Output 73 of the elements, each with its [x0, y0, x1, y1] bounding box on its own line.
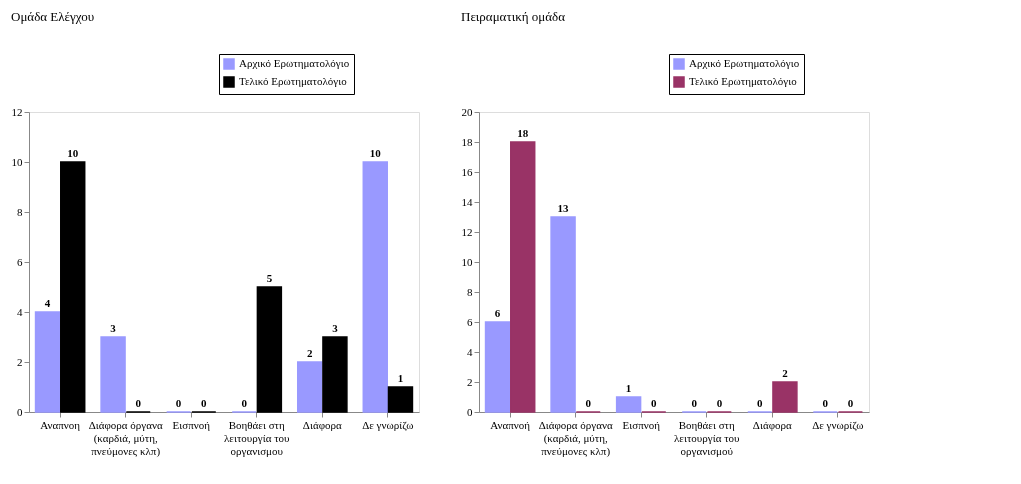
- legend-label: Τελικό Ερωτηματολόγιο: [239, 75, 348, 87]
- legend-label: Αρχικό Ερωτηματολόγιο: [689, 57, 800, 69]
- x-tick-label: Δε γνωρίζω: [362, 418, 414, 432]
- y-tick-label: 20: [461, 105, 473, 118]
- data-label: 0: [241, 397, 248, 409]
- data-label: 1: [625, 382, 632, 394]
- x-tick-label: Αναπνοη: [40, 418, 81, 431]
- data-label: 3: [110, 322, 117, 334]
- bar: [256, 286, 283, 413]
- data-label: 0: [585, 397, 592, 409]
- x-tick-label: Βοηθάει στη λειτουργία του οργανισμου: [224, 418, 291, 457]
- x-tick-label: Διάφορα: [302, 418, 342, 431]
- y-tick-label: 14: [461, 195, 473, 208]
- y-tick-label: 2: [467, 375, 473, 388]
- y-tick-label: 4: [467, 345, 473, 358]
- data-label: 10: [369, 147, 382, 159]
- x-tick-label: Διάφορα όργανα (καρδιά, μύτη, πνεύμονες κλπ): [538, 418, 613, 458]
- data-label: 6: [494, 307, 501, 319]
- legend-label: Τελικό Ερωτηματολόγιο: [689, 75, 798, 87]
- data-label: 0: [691, 397, 698, 409]
- bar: [60, 161, 86, 413]
- bar: [322, 336, 348, 413]
- y-tick-label: 12: [461, 225, 473, 238]
- y-tick-label: 4: [17, 305, 23, 318]
- bar: [34, 311, 61, 413]
- data-label: 2: [782, 367, 789, 379]
- bar: [296, 361, 323, 413]
- data-label: 0: [822, 397, 829, 409]
- data-label: 0: [201, 397, 208, 409]
- y-tick-label: 8: [17, 205, 23, 218]
- y-tick-label: 6: [17, 255, 23, 268]
- y-tick-label: 16: [461, 165, 473, 178]
- legend-label: Αρχικό Ερωτηματολόγιο: [239, 57, 350, 69]
- x-tick-label: Εισπνοή: [622, 418, 661, 431]
- data-label: 13: [557, 202, 570, 214]
- data-label: 0: [651, 397, 658, 409]
- data-label: 4: [44, 297, 51, 309]
- x-tick-label: Διάφορα: [752, 418, 792, 431]
- y-tick-label: 10: [11, 155, 23, 168]
- chart-title: Πειραματική ομάδα: [461, 8, 566, 24]
- data-label: 5: [266, 272, 273, 284]
- data-label: 0: [175, 397, 182, 409]
- y-tick-label: 6: [467, 315, 473, 328]
- bar: [362, 161, 388, 413]
- data-label: 1: [397, 372, 404, 384]
- x-tick-label: Βοηθάει στη λειτουργία του οργανισμού: [674, 418, 741, 457]
- y-tick-label: 0: [467, 405, 473, 418]
- y-tick-label: 18: [461, 135, 473, 148]
- bar: [550, 216, 576, 413]
- y-tick-label: 10: [461, 255, 473, 268]
- data-label: 0: [847, 397, 854, 409]
- data-label: 0: [135, 397, 142, 409]
- x-tick-label: Διάφορα όργανα (καρδιά, μύτη, πνεύμονες κλπ): [88, 418, 163, 458]
- y-tick-label: 0: [17, 405, 23, 418]
- x-tick-label: Αναπνοή: [490, 418, 531, 431]
- chart-title: Ομάδα Ελέγχου: [11, 8, 95, 24]
- data-label: 10: [67, 147, 79, 159]
- data-label: 2: [306, 347, 313, 359]
- y-tick-label: 2: [17, 355, 23, 368]
- x-tick-label: Εισπνοή: [172, 418, 211, 431]
- data-label: 0: [716, 397, 723, 409]
- x-tick-label: Δε γνωρίζω: [812, 418, 864, 432]
- data-label: 0: [756, 397, 763, 409]
- data-label: 3: [332, 322, 339, 334]
- bar: [510, 141, 536, 413]
- y-tick-label: 12: [11, 105, 23, 118]
- bar: [484, 321, 511, 413]
- bar: [100, 336, 126, 413]
- bar: [387, 386, 414, 413]
- bar: [772, 381, 798, 413]
- data-label: 18: [517, 127, 529, 139]
- y-tick-label: 8: [467, 285, 473, 298]
- bar: [615, 396, 642, 413]
